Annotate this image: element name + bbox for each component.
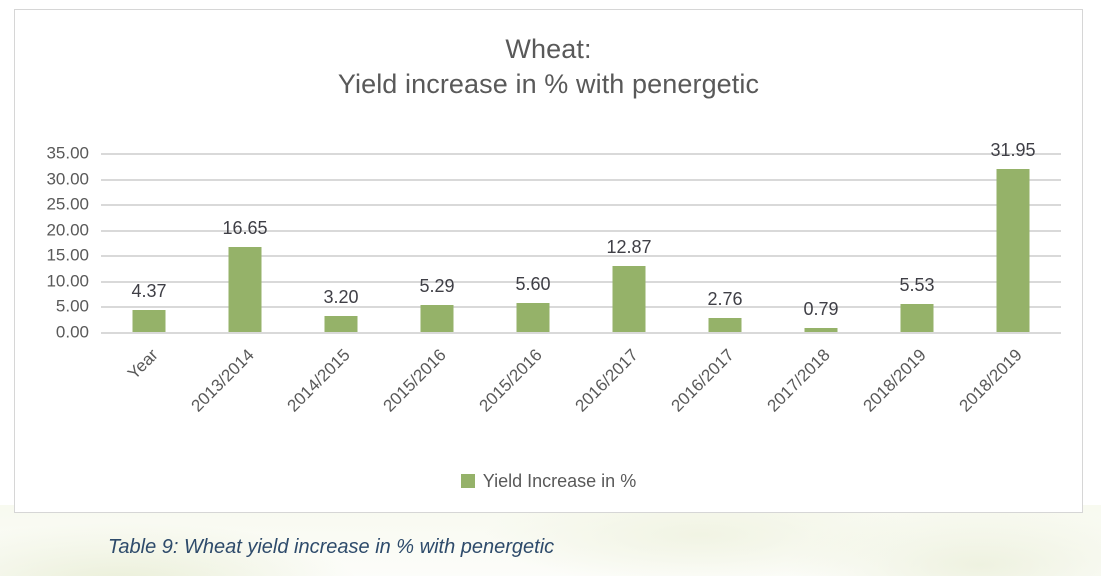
bar-value-label: 5.29 — [419, 275, 455, 296]
bar[interactable] — [228, 246, 262, 332]
bar-value-label: 5.53 — [899, 274, 935, 295]
gridline — [101, 229, 1061, 232]
x-axis-tick-label: 2015/2016 — [379, 345, 450, 416]
bar-group: 4.37 Year — [101, 153, 197, 383]
bar[interactable] — [612, 266, 646, 332]
x-axis-tick-label: 2016/2017 — [667, 345, 738, 416]
bar-value-label: 3.20 — [323, 286, 359, 307]
gridline — [101, 280, 1061, 283]
bar[interactable] — [996, 168, 1030, 332]
chart-title-line-2: Yield increase in % with penergetic — [337, 69, 760, 99]
y-axis-tick-label: 15.00 — [46, 245, 89, 265]
bar[interactable] — [420, 304, 454, 332]
gridline — [101, 306, 1061, 309]
plot-area: 0.00 5.00 10.00 15.00 20.00 25.00 30.00 35.00 4… — [46, 141, 1061, 416]
y-axis-tick-label: 20.00 — [46, 220, 89, 240]
bar-group: 16.65 2013/2014 — [187, 153, 293, 416]
y-axis-tick-label: 30.00 — [46, 169, 89, 189]
bar-group: 31.95 2018/2019 — [955, 141, 1061, 416]
bar-value-label: 16.65 — [222, 217, 268, 238]
gridline — [101, 204, 1061, 207]
x-axis-tick-label: 2014/2015 — [283, 345, 354, 416]
bar-group: 3.20 2014/2015 — [283, 153, 389, 416]
bar-group: 2.76 2016/2017 — [667, 153, 773, 416]
x-axis-tick-label: 2018/2019 — [955, 345, 1026, 416]
bar-value-label: 31.95 — [990, 139, 1036, 160]
x-axis-tick-label: 2017/2018 — [763, 345, 834, 416]
legend-label-yield-increase: Yield Increase in % — [482, 471, 637, 491]
x-axis-tick-label: 2018/2019 — [859, 345, 930, 416]
bar-group: 5.53 2018/2019 — [859, 153, 965, 416]
x-axis-tick-label: 2016/2017 — [571, 345, 642, 416]
y-axis-tick-label: 5.00 — [55, 296, 89, 316]
bar-value-label: 4.37 — [131, 280, 167, 301]
bar[interactable] — [132, 309, 166, 332]
bar[interactable] — [804, 327, 838, 332]
bar[interactable] — [516, 303, 550, 332]
chart-card: Wheat: Yield increase in % with penerget… — [14, 9, 1083, 513]
figure-caption: Table 9: Wheat yield increase in % with … — [108, 536, 555, 558]
bar-group: 12.87 2016/2017 — [571, 153, 677, 415]
bar-group: 5.29 2015/2016 — [379, 153, 485, 416]
gridline — [101, 153, 1061, 155]
y-axis-tick-label: 0.00 — [55, 322, 89, 342]
bar-group: 5.60 2015/2016 — [475, 153, 581, 415]
bar-value-label: 12.87 — [606, 237, 652, 258]
chart-title-line-1: Wheat: — [505, 34, 592, 64]
gridline — [101, 332, 1061, 334]
bar[interactable] — [900, 303, 934, 332]
bar[interactable] — [708, 317, 742, 332]
x-axis-tick-label: Year — [123, 345, 162, 384]
chart-legend: Yield Increase in % — [15, 472, 1082, 490]
x-axis-tick-label: 2015/2016 — [475, 345, 546, 416]
page-background-texture — [0, 505, 1101, 576]
y-axis-tick-label: 10.00 — [46, 271, 89, 291]
x-axis-tick-label: 2013/2014 — [187, 345, 258, 416]
bar-value-label: 5.60 — [515, 274, 551, 295]
bar-value-label: 0.79 — [803, 298, 839, 319]
gridline — [101, 178, 1061, 181]
bar-value-label: 2.76 — [707, 288, 743, 309]
bar[interactable] — [324, 315, 358, 332]
y-axis-tick-label: 35.00 — [46, 143, 89, 163]
bar-group: 0.79 2017/2018 — [763, 153, 869, 416]
legend-swatch-yield-increase — [460, 474, 475, 488]
chart-title: Wheat: Yield increase in % with penerget… — [15, 32, 1082, 102]
gridline — [101, 255, 1061, 258]
y-axis-tick-label: 25.00 — [46, 194, 89, 214]
